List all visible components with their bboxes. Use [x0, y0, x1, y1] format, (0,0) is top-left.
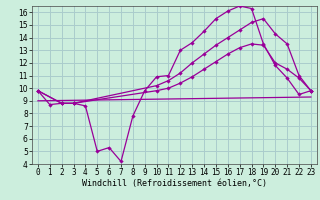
X-axis label: Windchill (Refroidissement éolien,°C): Windchill (Refroidissement éolien,°C) — [82, 179, 267, 188]
